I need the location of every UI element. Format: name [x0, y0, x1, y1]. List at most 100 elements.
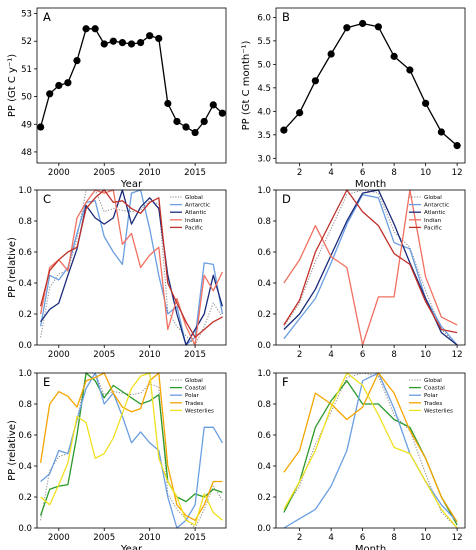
y-tick-label: 0.2	[18, 310, 32, 320]
x-tick-label: 12	[452, 533, 463, 543]
legend-label: Trades	[423, 401, 442, 407]
y-tick-label: 0.6	[18, 431, 32, 441]
panel-label: B	[282, 10, 290, 24]
data-point	[374, 23, 382, 31]
legend-label: Global	[424, 378, 442, 384]
plot-frame	[275, 189, 466, 346]
legend-label: Pacific	[424, 225, 442, 231]
y-tick-label: 49	[21, 120, 32, 130]
data-point	[280, 126, 288, 134]
y-tick-label: 0.0	[18, 341, 32, 351]
y-axis-label: PP (Gt C y⁻¹)	[7, 54, 18, 117]
y-tick-label: 48	[21, 148, 32, 158]
x-tick-label: 2015	[184, 168, 206, 178]
y-tick-label: 0.4	[18, 462, 32, 472]
series-line-pacific	[283, 189, 458, 334]
data-point	[155, 34, 163, 43]
plot-frame	[275, 7, 466, 164]
plot-frame	[275, 372, 466, 529]
data-point	[359, 19, 367, 28]
series-line-indian	[39, 189, 223, 346]
data-point	[136, 38, 145, 47]
legend-label: Coastal	[185, 386, 206, 392]
y-tick-label: 1.0	[18, 369, 32, 379]
legend-label: Indian	[424, 218, 442, 224]
legend-label: Polar	[185, 393, 200, 399]
data-point	[100, 40, 108, 48]
data-point	[390, 52, 398, 60]
x-tick-label: 4	[328, 350, 333, 360]
y-tick-label: 0.0	[18, 524, 32, 534]
x-tick-label: 10	[420, 350, 431, 360]
x-tick-label: 2010	[139, 168, 161, 178]
legend-label: Global	[185, 195, 203, 201]
legend-label: Atlantic	[424, 210, 445, 216]
y-tick-label: 5.5	[257, 37, 271, 47]
legend-label: Antarctic	[424, 203, 449, 209]
y-tick-label: 0.8	[18, 217, 32, 227]
legend-label: Global	[185, 378, 203, 384]
y-tick-label: 5.0	[257, 60, 271, 70]
y-tick-label: 51	[21, 65, 32, 75]
series-group	[283, 372, 458, 529]
data-point	[127, 40, 136, 48]
plot-frame	[36, 7, 227, 164]
x-tick-label: 2015	[184, 533, 206, 543]
series-line-atlantic	[283, 189, 458, 346]
y-axis-label: PP (relative)	[7, 237, 18, 298]
legend-label: Antarctic	[185, 203, 210, 209]
panel-label: A	[43, 10, 51, 24]
x-tick-label: 8	[391, 168, 396, 178]
panel-c: 2000 2005 2010 2015 0.0 0.2 0.4 0.6 0.8 1.0 C PP (r…	[7, 186, 227, 360]
y-tick-label: 1.0	[257, 186, 271, 196]
legend-label: Polar	[424, 393, 439, 399]
series-line-trades	[283, 372, 458, 523]
y-tick-label: 0.4	[257, 279, 271, 289]
y-tick-label: 0.2	[257, 493, 271, 503]
series-line-indian	[283, 189, 458, 346]
y-tick-label: 6.0	[257, 13, 271, 23]
x-tick-label: 2000	[48, 533, 70, 543]
y-tick-label: 0.0	[257, 341, 271, 351]
panel-label: D	[282, 192, 291, 206]
data-point	[191, 128, 199, 137]
data-point	[109, 37, 117, 45]
x-tick-label: 6	[360, 168, 365, 178]
x-tick-label: 2015	[184, 350, 206, 360]
x-axis-label: Year	[120, 179, 143, 190]
y-tick-label: 1.0	[257, 369, 271, 379]
series-line-global	[283, 372, 458, 529]
x-tick-label: 10	[420, 533, 431, 543]
x-tick-label: 2	[297, 350, 302, 360]
y-tick-label: 0.0	[257, 524, 271, 534]
legend-label: Westerlies	[185, 408, 214, 414]
data-point	[343, 24, 351, 32]
x-axis-label: Month	[355, 544, 386, 550]
data-point	[46, 90, 54, 98]
data-point	[327, 50, 335, 58]
legend-label: Indian	[185, 218, 203, 224]
x-tick-label: 2	[297, 168, 302, 178]
data-point	[311, 77, 319, 85]
y-tick-label: 0.6	[257, 248, 271, 258]
data-point	[182, 123, 190, 131]
data-point	[118, 38, 127, 47]
data-point	[146, 32, 154, 40]
x-tick-label: 2005	[93, 350, 115, 360]
x-axis-label: Year	[120, 544, 143, 550]
panel-e: 2000 2005 2010 2015 0.0 0.2 0.4 0.6 0.8 1.0 E Year P…	[7, 369, 227, 550]
plot-frame	[36, 189, 227, 346]
y-tick-label: 53	[21, 10, 32, 20]
plot-frame	[36, 372, 227, 529]
y-axis-label: PP (relative)	[7, 420, 18, 481]
legend-label: Westerlies	[424, 408, 453, 414]
series-line-coastal	[39, 372, 223, 516]
y-tick-label: 0.4	[257, 462, 271, 472]
x-tick-label: 4	[328, 533, 333, 543]
series-group	[283, 22, 458, 147]
panel-label: F	[282, 375, 289, 389]
y-tick-label: 0.8	[18, 400, 32, 410]
